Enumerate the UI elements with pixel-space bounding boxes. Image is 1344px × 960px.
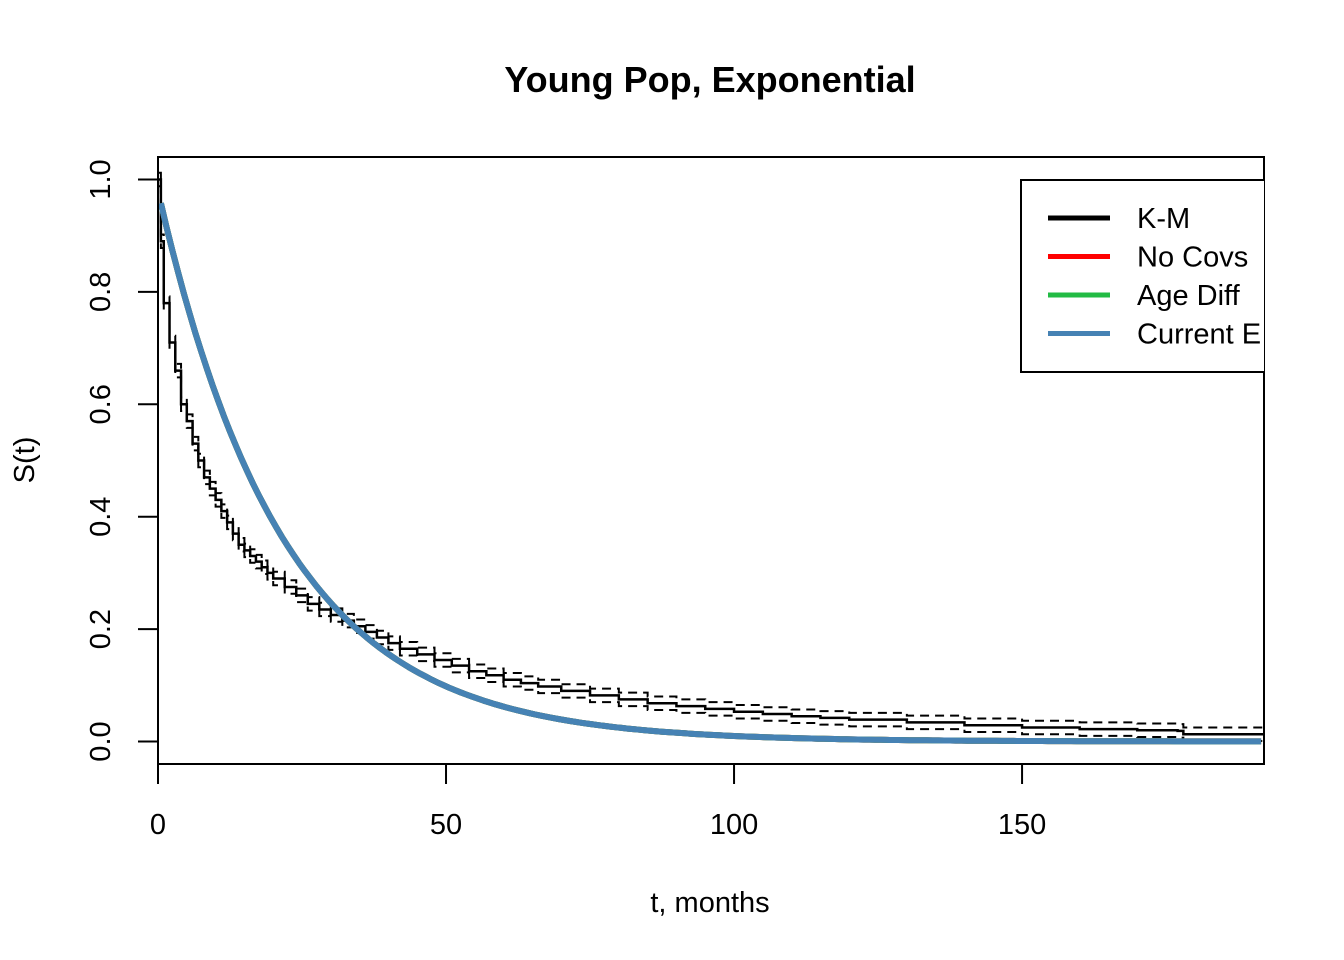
x-tick-label: 100	[710, 809, 758, 841]
x-tick-label: 0	[150, 809, 166, 841]
legend: K-M No Covs Age Diff Current E	[1020, 179, 1264, 373]
chart-title: Young Pop, Exponential	[504, 59, 915, 100]
series-line-current-e	[158, 202, 1262, 745]
x-tick-label: 150	[998, 809, 1046, 841]
y-axis: 0.0 0.2 0.4 0.6 0.8 1.0	[85, 159, 159, 762]
y-tick-label: 0.0	[85, 721, 117, 761]
legend-label: K-M	[1137, 203, 1190, 235]
y-tick-label: 1.0	[85, 159, 117, 199]
legend-box: K-M No Covs Age Diff Current E	[1020, 179, 1264, 373]
legend-label: Age Diff	[1137, 280, 1241, 312]
legend-frame	[1020, 179, 1264, 373]
y-tick-label: 0.6	[85, 384, 117, 424]
km-curve	[158, 178, 1264, 736]
plot-area	[158, 171, 1264, 745]
y-tick-label: 0.4	[85, 497, 117, 537]
y-tick-label: 0.8	[85, 272, 117, 312]
y-tick-label: 0.2	[85, 609, 117, 649]
x-tick-label: 50	[430, 809, 462, 841]
legend-label: No Covs	[1137, 242, 1248, 274]
x-axis: 0 50 100 150	[150, 763, 1046, 841]
y-axis-label: S(t)	[9, 437, 41, 484]
km-upper-ci	[158, 171, 1264, 729]
x-axis-label: t, months	[650, 887, 769, 919]
legend-label: Current E	[1137, 319, 1261, 351]
